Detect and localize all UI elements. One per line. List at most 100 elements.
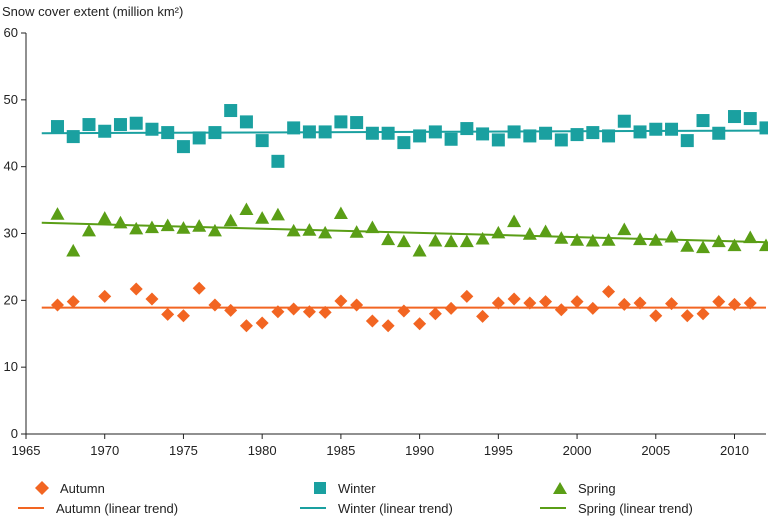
legend-label-winter-trend: Winter (linear trend) [338,501,453,516]
y-tick-label: 20 [4,292,18,307]
spring-point [743,231,757,244]
legend-item-winter-trend: Winter (linear trend) [300,498,453,518]
spring-point [82,224,96,237]
legend-item-autumn-trend: Autumn (linear trend) [18,498,178,518]
trend-lines [42,131,766,308]
spring-point [444,235,458,248]
winter-point [539,127,552,140]
winter-point [665,123,678,136]
spring-point [224,214,238,227]
spring-point [271,208,285,221]
autumn-point [208,299,221,312]
autumn-point [51,299,64,312]
legend-label-winter: Winter [338,481,376,496]
autumn-point [193,282,206,295]
x-tick-label: 1970 [90,443,119,458]
winter-point [350,116,363,129]
diamond-marker-icon [34,480,50,496]
winter-point [161,126,174,139]
legend-label-autumn-trend: Autumn (linear trend) [56,501,178,516]
spring-point [239,202,253,215]
spring-point [318,226,332,239]
legend-item-autumn: Autumn [34,478,105,498]
spring-point [428,234,442,247]
spring-point [665,230,679,243]
winter-point [366,127,379,140]
winter-point [460,122,473,135]
legend-item-spring-trend: Spring (linear trend) [540,498,693,518]
winter-point [571,128,584,141]
winter-point [744,112,757,125]
winter-point [98,125,111,138]
winter-point [114,118,127,131]
spring-point [113,216,127,229]
x-tick-label: 2005 [641,443,670,458]
spring-point [491,226,505,239]
data-points [50,104,768,332]
square-marker-icon [312,480,328,496]
spring-point [381,233,395,246]
winter-point [508,125,521,138]
autumn-point [649,309,662,322]
y-tick-label: 50 [4,92,18,107]
autumn-point [177,309,190,322]
autumn-point [161,308,174,321]
winter-point [271,155,284,168]
winter-point [287,121,300,134]
autumn-point [602,285,615,298]
winter-point [67,130,80,143]
autumn-point [571,295,584,308]
winter-point [618,115,631,128]
winter-point [319,125,332,138]
x-tick-label: 1985 [326,443,355,458]
legend-label-spring: Spring [578,481,616,496]
spring-point [255,211,269,224]
autumn-point [697,307,710,320]
winter-point [634,125,647,138]
winter-point [334,115,347,128]
autumn-point [350,299,363,312]
winter-point [492,133,505,146]
autumn-point [681,309,694,322]
winter-point [382,127,395,140]
autumn-point [460,290,473,303]
autumn-point [130,282,143,295]
winter-point [240,115,253,128]
spring-point [586,234,600,247]
spring-point [460,235,474,248]
autumn-point [445,302,458,315]
legend-label-autumn: Autumn [60,481,105,496]
winter-point [51,120,64,133]
winter-point [586,126,599,139]
autumn-point [476,310,489,323]
autumn-point [145,292,158,305]
x-tick-label: 2000 [563,443,592,458]
spring-point [602,233,616,246]
x-tick-label: 1965 [12,443,41,458]
winter-point [177,140,190,153]
winter-point [476,127,489,140]
y-tick-label: 60 [4,25,18,40]
winter-point [697,114,710,127]
winter-point [208,126,221,139]
winter-point [256,134,269,147]
triangle-marker-icon [552,480,568,496]
x-tick-label: 1990 [405,443,434,458]
autumn-point [413,317,426,330]
spring-point [129,222,143,235]
line-marker-icon [540,500,568,516]
spring-point [161,218,175,231]
spring-point [539,224,553,237]
autumn-point [429,307,442,320]
spring-point [617,222,631,235]
winter-point [760,121,768,134]
winter-point [224,104,237,117]
x-tick-label: 2010 [720,443,749,458]
winter-point [413,129,426,142]
winter-point [82,118,95,131]
legend-item-winter: Winter [312,478,376,498]
winter-point [145,123,158,136]
autumn-point [256,317,269,330]
line-marker-icon [18,500,46,516]
